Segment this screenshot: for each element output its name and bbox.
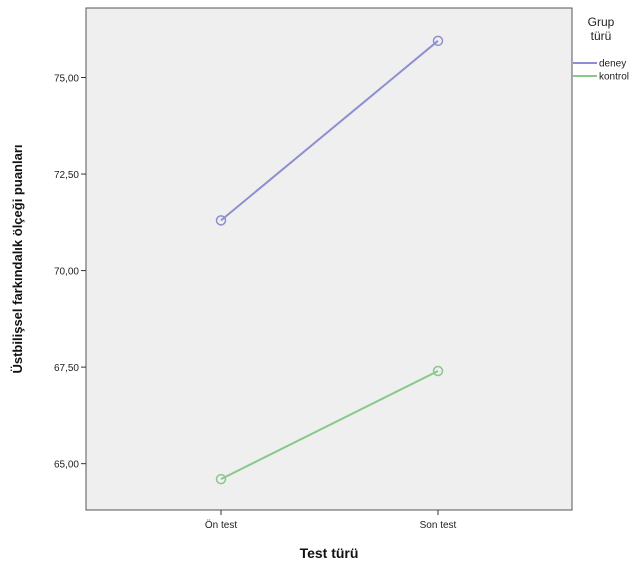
x-tick-label: Son test bbox=[420, 520, 457, 531]
series-line-deney bbox=[220, 40, 439, 222]
legend-title-line1: Grup bbox=[588, 15, 615, 29]
y-tick-label: 75,00 bbox=[54, 74, 79, 85]
x-axis: Ön test Son test bbox=[205, 510, 457, 531]
y-tick-label: 70,00 bbox=[54, 267, 79, 278]
legend-items: deney kontrol bbox=[573, 59, 629, 83]
data-point-kontrol bbox=[432, 365, 444, 377]
data-point-deney bbox=[215, 215, 227, 226]
y-axis-title: Üstbilişsel farkındalık ölçeği puanları bbox=[10, 144, 25, 373]
y-tick-label: 72,50 bbox=[54, 170, 79, 181]
x-tick-label: Ön test bbox=[205, 519, 237, 531]
y-tick-label: 65,00 bbox=[54, 460, 79, 471]
y-axis: 65,00 67,50 70,00 72,50 75,00 bbox=[54, 74, 86, 471]
legend-title-line2: türü bbox=[591, 29, 612, 43]
legend: Grup türü deney kontrol bbox=[573, 15, 629, 83]
x-axis-title: Test türü bbox=[300, 545, 359, 561]
data-point-kontrol bbox=[215, 473, 227, 485]
legend-label-kontrol: kontrol bbox=[599, 72, 629, 83]
legend-label-deney: deney bbox=[599, 59, 626, 70]
plot-area bbox=[85, 7, 573, 511]
series-line-kontrol bbox=[220, 370, 439, 481]
series-layer bbox=[215, 35, 444, 485]
data-point-deney bbox=[432, 35, 444, 47]
y-tick-label: 67,50 bbox=[54, 363, 79, 374]
